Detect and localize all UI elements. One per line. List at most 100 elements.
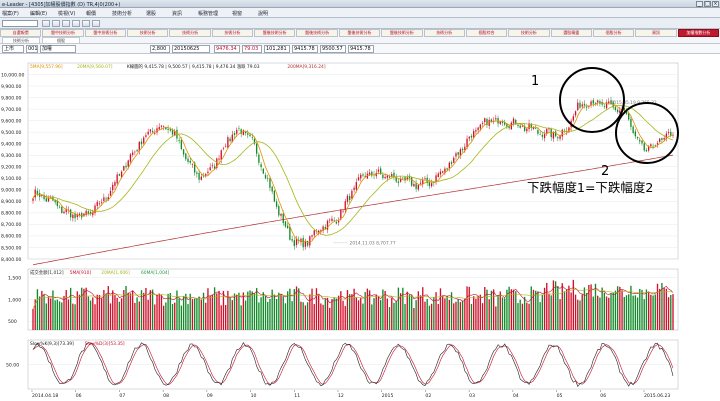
tab-2[interactable]: 盤中技術分析 <box>84 29 127 37</box>
candle-body <box>437 173 439 178</box>
close-button[interactable]: × <box>712 1 719 7</box>
candle-body <box>209 167 211 171</box>
toolbar-icon-print[interactable] <box>52 20 60 27</box>
candle-body <box>269 178 271 188</box>
volume-bar <box>295 286 298 330</box>
volume-bar <box>326 297 329 330</box>
candle-body <box>488 119 490 126</box>
candle-body <box>455 153 457 157</box>
candle-body <box>554 131 557 137</box>
market-select[interactable]: 上市 <box>2 45 24 53</box>
volume-bar <box>302 302 304 330</box>
volume-bar <box>216 293 218 330</box>
candle-body <box>304 240 307 247</box>
volume-bar <box>267 301 269 330</box>
x-tick-label: 08 <box>163 393 169 399</box>
menu-item-8[interactable]: 視窗 <box>232 11 243 17</box>
volume-bar <box>448 299 451 330</box>
volume-bar <box>355 297 357 330</box>
date-field[interactable]: 20150625 <box>172 45 210 53</box>
subtab-1[interactable]: 個股 <box>42 37 80 44</box>
volume-bar <box>138 301 140 330</box>
candle-body <box>220 150 222 160</box>
subtab-0[interactable]: 技術分析 <box>2 37 40 44</box>
tab-5[interactable]: 技術分析 <box>211 29 254 37</box>
count-field[interactable]: 2,800 <box>150 45 170 53</box>
tab-16[interactable]: 加權指數分析 <box>677 29 719 37</box>
toolbar-icon-open[interactable] <box>42 20 50 27</box>
maximize-button[interactable]: □ <box>704 1 711 7</box>
tab-6[interactable]: 盤後技術分析 <box>254 29 296 37</box>
toolbar-icon-help[interactable] <box>92 20 100 27</box>
volume-bar <box>282 296 284 330</box>
menu-item-1[interactable]: 編輯(E) <box>30 11 48 17</box>
volume-bar <box>393 302 395 330</box>
volume-bar <box>167 293 169 330</box>
tab-1[interactable]: 盤中技術分析 <box>42 29 84 37</box>
circle-annotation-1 <box>559 67 625 133</box>
tab-0[interactable]: 自選報價 <box>0 29 42 37</box>
toolbar-icon-refresh[interactable] <box>62 20 70 27</box>
volume-bar <box>103 289 105 330</box>
menu-item-6[interactable]: 資訊 <box>172 11 183 17</box>
candle-body <box>557 137 559 139</box>
volume-bar <box>619 286 621 330</box>
volume-bar <box>672 294 674 330</box>
tab-3[interactable]: 技術分析 <box>127 29 169 37</box>
tab-14[interactable]: 個股分析 <box>592 29 635 37</box>
code-field[interactable]: 001 <box>26 45 38 53</box>
tab-4[interactable]: 技術分析 <box>169 29 211 37</box>
chart-area[interactable]: 8,400.00 8,500.00 8,600.00 8,700.00 8,800.00… <box>0 54 720 401</box>
tab-7[interactable]: 盤後技術分析 <box>296 29 338 37</box>
candle-body <box>216 158 218 168</box>
menu-item-0[interactable]: 檔案(F) <box>2 11 19 17</box>
volume-bar <box>433 297 435 330</box>
menu-item-9[interactable]: 說明 <box>258 11 269 17</box>
candle-body <box>590 101 592 106</box>
candle-body <box>143 137 145 144</box>
candle-body <box>329 219 331 221</box>
volume-bar <box>453 303 455 330</box>
tab-10[interactable]: 技術分析 <box>423 29 465 37</box>
chart-svg[interactable]: 8,400.00 8,500.00 8,600.00 8,700.00 8,800.00… <box>0 54 720 401</box>
volume-bar <box>561 283 563 330</box>
tab-13[interactable]: 選股精靈 <box>550 29 592 37</box>
volume-bar <box>41 290 43 330</box>
stoch-legend-1: Slow%D(3)[53.35] <box>85 341 125 347</box>
menu-item-7[interactable]: 帳務管理 <box>198 11 219 17</box>
toolbar-icon-list[interactable] <box>82 20 90 27</box>
tab-12[interactable]: 技術分析 <box>508 29 550 37</box>
price-legend-0: 5MA[9,557.96] <box>30 64 63 70</box>
minimize-button[interactable]: _ <box>696 1 703 7</box>
toolbar-icon-chart[interactable] <box>72 20 80 27</box>
candle-body <box>459 149 462 156</box>
tab-8[interactable]: 盤後技術分析 <box>338 29 381 37</box>
tab-9[interactable]: 盤後技術分析 <box>381 29 423 37</box>
candle-body <box>112 184 114 191</box>
volume-bar <box>313 304 315 330</box>
menu-item-2[interactable]: 檢視(V) <box>58 11 76 17</box>
candle-body <box>628 113 630 120</box>
candle-body <box>76 214 78 218</box>
menu-bar: 檔案(F) 編輯(E) 檢視(V) 報價 技術分析 選股 資訊 帳務管理 視窗 說明 <box>0 8 720 18</box>
stock-combo[interactable] <box>2 20 38 27</box>
candle-body <box>116 174 118 184</box>
volume-bar <box>574 294 577 330</box>
volume-bar <box>191 299 194 330</box>
volume-bar <box>38 296 41 330</box>
volume-bar <box>182 295 185 330</box>
candle-body <box>236 129 238 134</box>
tab-15[interactable]: 資訊 <box>635 29 677 37</box>
menu-item-3[interactable]: 報價 <box>86 11 97 17</box>
candle-body <box>224 146 227 147</box>
volume-bar <box>324 299 326 330</box>
name-field[interactable]: 加權 <box>40 45 76 53</box>
volume-bar <box>158 293 160 330</box>
tab-11[interactable]: 個股綜合 <box>465 29 508 37</box>
volume-bar <box>249 290 251 330</box>
menu-item-4[interactable]: 技術分析 <box>112 11 133 17</box>
x-tick-label: 2015 <box>382 393 394 399</box>
volume-bar <box>293 289 295 330</box>
menu-item-5[interactable]: 選股 <box>146 11 157 17</box>
candle-body <box>616 109 619 113</box>
